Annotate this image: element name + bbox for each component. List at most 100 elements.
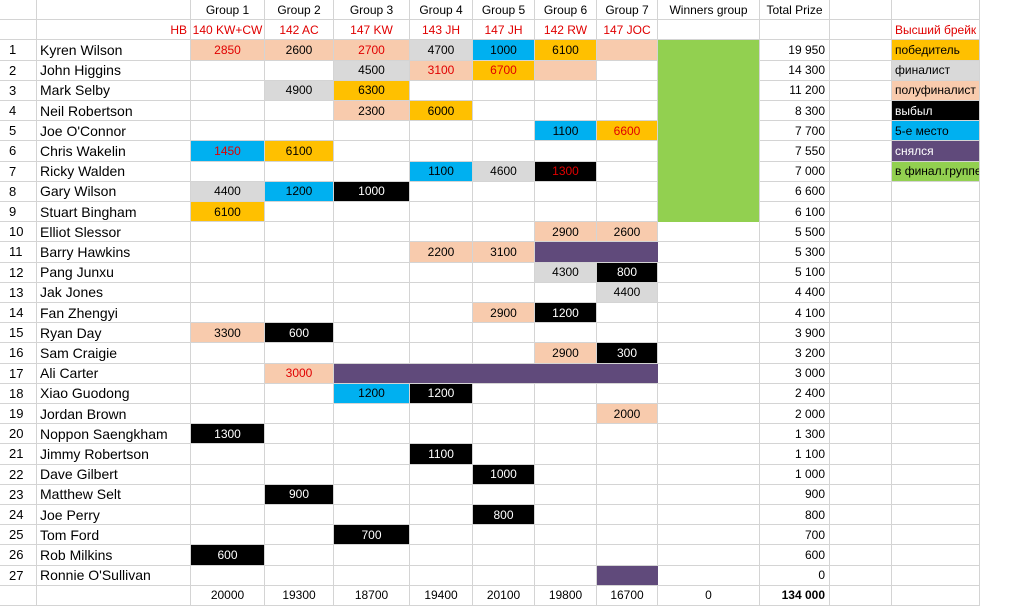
group-result-cell[interactable]: [334, 202, 410, 223]
empty-cell[interactable]: [830, 404, 892, 425]
group-result-cell[interactable]: 1200: [265, 181, 334, 202]
group-result-cell[interactable]: [410, 80, 473, 101]
group-result-cell[interactable]: [410, 505, 473, 526]
group-result-cell[interactable]: 4600: [473, 161, 535, 182]
group-result-cell[interactable]: [191, 464, 265, 485]
group-result-cell[interactable]: [410, 282, 473, 303]
empty-cell[interactable]: [830, 181, 892, 202]
empty-cell[interactable]: [830, 242, 892, 263]
winners-group-cell[interactable]: [658, 242, 760, 263]
winners-group-cell[interactable]: [658, 181, 760, 202]
group-result-cell[interactable]: [334, 444, 410, 465]
player-name[interactable]: Tom Ford: [37, 525, 191, 546]
group-result-cell[interactable]: [597, 484, 658, 505]
group-result-cell[interactable]: [410, 141, 473, 162]
group-result-cell[interactable]: [535, 484, 597, 505]
group-result-cell[interactable]: [473, 424, 535, 445]
empty-cell[interactable]: [892, 222, 980, 243]
group-result-cell[interactable]: 1450: [191, 141, 265, 162]
group-result-cell[interactable]: [473, 484, 535, 505]
group-result-cell[interactable]: [597, 545, 658, 566]
group-result-cell[interactable]: [265, 343, 334, 364]
empty-cell[interactable]: [892, 323, 980, 344]
empty-cell[interactable]: [37, 585, 191, 606]
empty-cell[interactable]: [892, 585, 980, 606]
player-name[interactable]: Barry Hawkins: [37, 242, 191, 263]
group-result-cell[interactable]: [597, 80, 658, 101]
group-result-cell[interactable]: [473, 343, 535, 364]
empty-cell[interactable]: [830, 60, 892, 81]
winners-group-cell[interactable]: [658, 383, 760, 404]
player-name[interactable]: Gary Wilson: [37, 181, 191, 202]
player-name[interactable]: Ronnie O'Sullivan: [37, 565, 191, 586]
group-result-cell[interactable]: 1000: [473, 40, 535, 61]
group-result-cell[interactable]: [191, 525, 265, 546]
player-name[interactable]: Neil Robertson: [37, 101, 191, 122]
group-result-cell[interactable]: [334, 161, 410, 182]
empty-cell[interactable]: [0, 0, 37, 21]
group-result-cell[interactable]: [597, 202, 658, 223]
winners-group-cell[interactable]: [658, 525, 760, 546]
group-result-cell[interactable]: [597, 363, 658, 384]
group-result-cell[interactable]: 6100: [265, 141, 334, 162]
group-result-cell[interactable]: 1200: [334, 383, 410, 404]
group-result-cell[interactable]: [265, 161, 334, 182]
winners-group-cell[interactable]: [658, 121, 760, 142]
player-name[interactable]: Noppon Saengkham: [37, 424, 191, 445]
group-result-cell[interactable]: [535, 60, 597, 81]
group-result-cell[interactable]: [265, 242, 334, 263]
group-result-cell[interactable]: 6300: [334, 80, 410, 101]
player-name[interactable]: Dave Gilbert: [37, 464, 191, 485]
group-result-cell[interactable]: [265, 565, 334, 586]
group-result-cell[interactable]: 3100: [473, 242, 535, 263]
group-result-cell[interactable]: [265, 60, 334, 81]
group-result-cell[interactable]: 900: [265, 484, 334, 505]
winners-group-cell[interactable]: [658, 202, 760, 223]
empty-cell[interactable]: [830, 121, 892, 142]
group-result-cell[interactable]: [334, 121, 410, 142]
player-name[interactable]: Chris Wakelin: [37, 141, 191, 162]
empty-cell[interactable]: [830, 464, 892, 485]
group-result-cell[interactable]: [191, 303, 265, 324]
group-result-cell[interactable]: [410, 525, 473, 546]
group-result-cell[interactable]: [410, 303, 473, 324]
group-result-cell[interactable]: [535, 444, 597, 465]
group-result-cell[interactable]: [597, 303, 658, 324]
group-result-cell[interactable]: [535, 545, 597, 566]
group-result-cell[interactable]: 6700: [473, 60, 535, 81]
empty-cell[interactable]: [892, 404, 980, 425]
winners-group-cell[interactable]: [658, 262, 760, 283]
group-result-cell[interactable]: [535, 242, 597, 263]
group-result-cell[interactable]: [597, 60, 658, 81]
group-result-cell[interactable]: [191, 101, 265, 122]
group-result-cell[interactable]: [191, 484, 265, 505]
group-result-cell[interactable]: [410, 363, 473, 384]
group-result-cell[interactable]: [265, 222, 334, 243]
winners-group-cell[interactable]: [658, 282, 760, 303]
group-result-cell[interactable]: [191, 262, 265, 283]
empty-cell[interactable]: [830, 484, 892, 505]
empty-cell[interactable]: [830, 525, 892, 546]
winners-group-cell[interactable]: [658, 40, 760, 61]
player-name[interactable]: Jimmy Robertson: [37, 444, 191, 465]
group-result-cell[interactable]: [535, 141, 597, 162]
group-result-cell[interactable]: 1200: [410, 383, 473, 404]
player-name[interactable]: Joe Perry: [37, 505, 191, 526]
group-result-cell[interactable]: [535, 282, 597, 303]
group-result-cell[interactable]: 1000: [473, 464, 535, 485]
group-result-cell[interactable]: [473, 181, 535, 202]
group-result-cell[interactable]: 4300: [535, 262, 597, 283]
group-result-cell[interactable]: [473, 363, 535, 384]
group-result-cell[interactable]: [473, 121, 535, 142]
player-name[interactable]: Mark Selby: [37, 80, 191, 101]
group-result-cell[interactable]: [191, 161, 265, 182]
group-result-cell[interactable]: [535, 525, 597, 546]
empty-cell[interactable]: [830, 363, 892, 384]
group-result-cell[interactable]: 300: [597, 343, 658, 364]
group-result-cell[interactable]: [597, 101, 658, 122]
player-name[interactable]: Sam Craigie: [37, 343, 191, 364]
winners-group-cell[interactable]: [658, 484, 760, 505]
player-name[interactable]: Matthew Selt: [37, 484, 191, 505]
group-result-cell[interactable]: [265, 121, 334, 142]
empty-cell[interactable]: [892, 444, 980, 465]
